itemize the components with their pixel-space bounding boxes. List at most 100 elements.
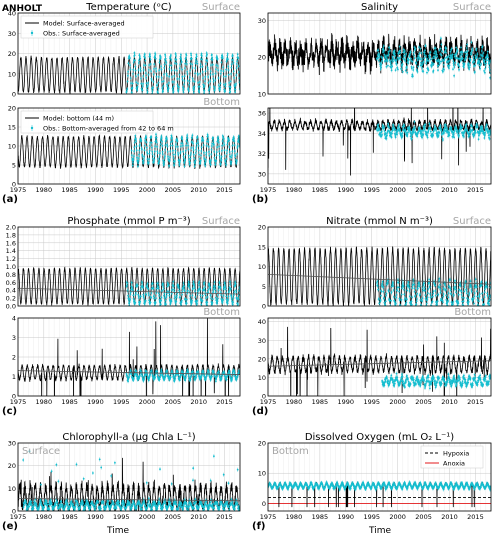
obs-points bbox=[376, 119, 491, 142]
x-tick-label: 2000 bbox=[139, 398, 156, 406]
panel-letter: (c) bbox=[2, 406, 17, 417]
y-tick-label: 2 bbox=[12, 354, 16, 362]
plot-area bbox=[18, 266, 240, 306]
y-tick-label: 30 bbox=[258, 170, 266, 178]
region-label: Surface bbox=[202, 216, 240, 227]
x-tick-label: 1985 bbox=[61, 398, 78, 406]
x-tick-label: 2010 bbox=[190, 186, 207, 194]
y-tick-label: 20 bbox=[8, 50, 16, 58]
x-tick-label: 2015 bbox=[216, 398, 233, 406]
x-tick-label: 2000 bbox=[389, 186, 406, 194]
y-tick-label: 20 bbox=[8, 105, 16, 113]
y-tick-label: 4 bbox=[12, 315, 16, 323]
chart-temp_bottom: 0 5 10 15 20 1975 1980 1985 1990 1995 2000 2005 2010… bbox=[2, 97, 241, 205]
region-label: Bottom bbox=[203, 307, 240, 318]
x-tick-label: 1975 bbox=[10, 398, 27, 406]
y-tick-label: 3 bbox=[12, 334, 16, 342]
chart-title: Salinity bbox=[361, 2, 398, 13]
chart-phos_bottom: 0 1 2 3 4 1975 1980 1985 1990 1995 2000 2005 2010 201… bbox=[2, 307, 241, 417]
station-label: ANHOLT bbox=[2, 4, 43, 14]
x-tick-label: 1975 bbox=[10, 186, 27, 194]
plot-area bbox=[18, 318, 240, 396]
y-tick-label: 2.0 bbox=[6, 224, 16, 232]
y-tick-label: 36 bbox=[258, 110, 266, 118]
legend: Model: bottom (44 m) Obs.: Bottom-average… bbox=[20, 110, 174, 134]
chart-sal_bottom: 30 32 34 36 1975 1980 1985 1990 1995 2000 2005 2010… bbox=[252, 107, 492, 205]
x-tick-label: 2000 bbox=[139, 186, 156, 194]
trend-line bbox=[18, 287, 240, 295]
y-tick-label: 10 bbox=[8, 70, 16, 78]
y-tick-label: 20 bbox=[258, 54, 266, 62]
axes-frame bbox=[267, 107, 492, 185]
y-tick-label: 0.4 bbox=[6, 287, 16, 295]
region-label: Surface bbox=[202, 2, 240, 13]
axes-frame bbox=[17, 107, 241, 185]
x-tick-label: 2010 bbox=[441, 186, 458, 194]
y-tick-label: 1 bbox=[12, 373, 16, 381]
obs-points bbox=[130, 132, 240, 169]
chart-temp_surface: 0 10 20 30 40 Temperature (ᵒC) Surface Model: S… bbox=[8, 2, 241, 99]
y-tick-label: 32 bbox=[258, 150, 266, 158]
x-tick-label: 2015 bbox=[467, 186, 484, 194]
x-tick-label: 2005 bbox=[165, 186, 182, 194]
y-tick-label: 1.0 bbox=[6, 263, 16, 271]
obs-point bbox=[389, 306, 391, 308]
y-tick-label: 30 bbox=[258, 17, 266, 25]
y-tick-label: 5 bbox=[262, 283, 266, 291]
chart-title: Phosphate (mmol P m⁻³) bbox=[67, 216, 190, 227]
chart-phos_surface: 0.00.20.40.60.81.01.21.41.61.82.0 Phospha… bbox=[6, 216, 241, 311]
y-tick-label: 34 bbox=[258, 130, 266, 138]
y-tick-label: 20 bbox=[258, 224, 266, 232]
y-tick-label: 0 bbox=[12, 91, 16, 99]
y-tick-label: 10 bbox=[258, 263, 266, 271]
trend-line bbox=[18, 370, 240, 375]
x-axis-label-right: Time bbox=[368, 526, 391, 536]
model-series-line bbox=[268, 246, 491, 306]
y-tick-label: 15 bbox=[8, 124, 16, 132]
y-tick-label: 0 bbox=[12, 393, 16, 401]
x-tick-label: 1980 bbox=[36, 398, 53, 406]
axes-frame bbox=[17, 12, 241, 95]
x-tick-label: 1995 bbox=[363, 186, 380, 194]
y-tick-label: 5 bbox=[12, 162, 16, 170]
x-tick-label: 1975 bbox=[260, 186, 277, 194]
obs-point bbox=[379, 308, 381, 310]
y-tick-label: 1.2 bbox=[6, 255, 16, 263]
y-tick-label: 40 bbox=[8, 10, 16, 18]
x-tick-label: 1980 bbox=[36, 186, 53, 194]
x-tick-label: 1990 bbox=[87, 186, 104, 194]
obs-points bbox=[125, 279, 240, 306]
x-tick-label: 1995 bbox=[113, 398, 130, 406]
chart-title: Temperature (ᵒC) bbox=[85, 2, 172, 13]
x-tick-label: 1985 bbox=[61, 186, 78, 194]
legend: Model: Surface-averaged Obs.: Surface-ave… bbox=[20, 15, 154, 39]
obs-point bbox=[379, 306, 381, 308]
x-tick-label: 2005 bbox=[165, 398, 182, 406]
obs-points bbox=[125, 50, 240, 94]
region-label: Surface bbox=[453, 2, 491, 13]
y-tick-label: 1.8 bbox=[6, 231, 16, 239]
model-series-line bbox=[18, 134, 240, 170]
panel-letter: (a) bbox=[2, 194, 18, 205]
x-axis-label-left: Time bbox=[106, 526, 129, 536]
model-series-line bbox=[268, 108, 491, 176]
y-tick-label: 0.2 bbox=[6, 295, 16, 303]
x-tick-label: 1980 bbox=[286, 186, 303, 194]
obs-points bbox=[125, 367, 240, 384]
y-tick-label: 0.8 bbox=[6, 271, 16, 279]
x-tick-label: 1995 bbox=[113, 186, 130, 194]
legend-label: Obs.: Bottom-averaged from 42 to 64 m bbox=[43, 125, 174, 133]
plot-area bbox=[18, 50, 240, 94]
x-tick-label: 1990 bbox=[338, 186, 355, 194]
y-tick-label: 0 bbox=[262, 303, 266, 311]
legend-label: Model: Surface-averaged bbox=[43, 20, 125, 28]
y-tick-label: 10 bbox=[8, 143, 16, 151]
plot-area bbox=[268, 246, 491, 310]
plot-area bbox=[18, 132, 240, 170]
x-tick-label: 2010 bbox=[190, 398, 207, 406]
plot-area bbox=[268, 108, 491, 176]
model-series-line bbox=[268, 33, 491, 76]
axes-frame bbox=[17, 317, 241, 397]
